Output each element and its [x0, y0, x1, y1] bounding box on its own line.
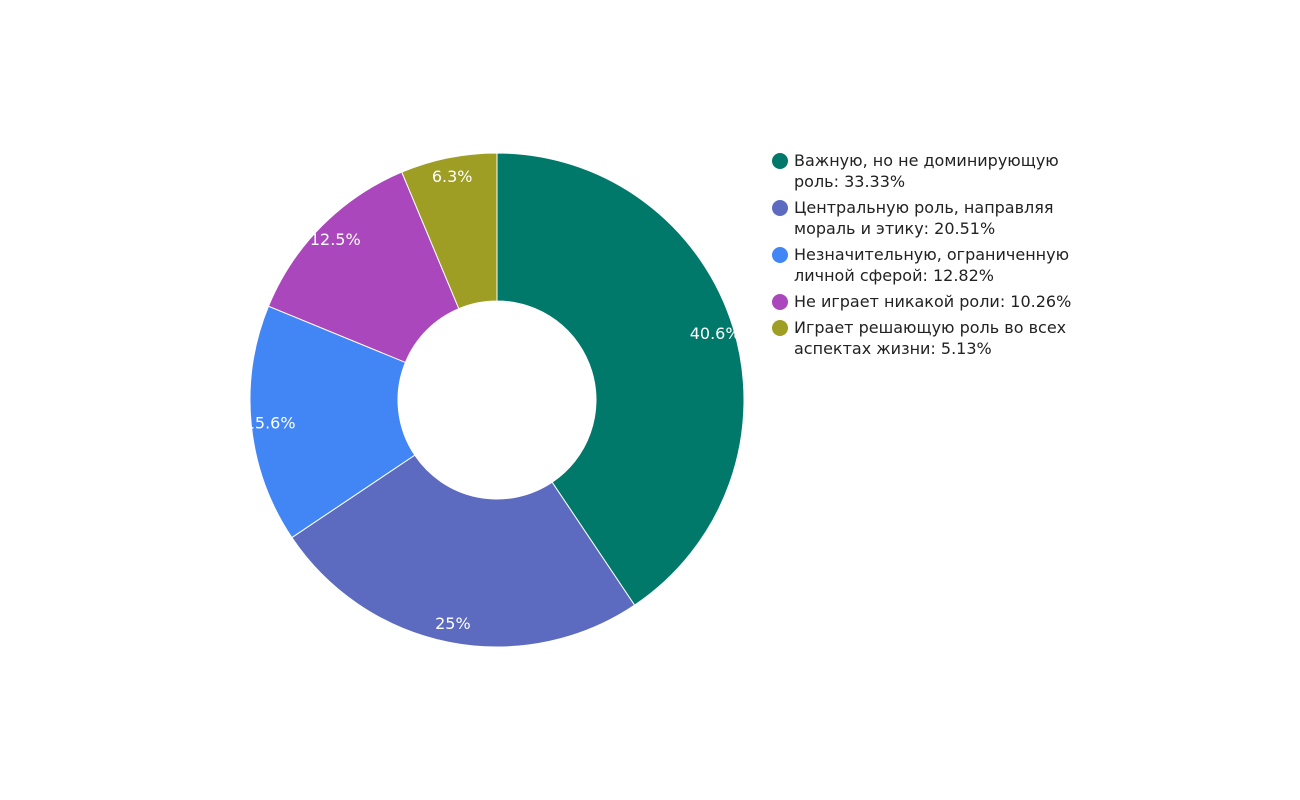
legend-item[interactable]: Незначительную, ограниченную личной сфер…: [772, 244, 1092, 286]
donut-slice[interactable]: [267, 171, 460, 364]
slice-data-label: 12.5%: [310, 230, 361, 249]
legend-item[interactable]: Не играет никакой роли: 10.26%: [772, 291, 1092, 312]
chart-legend: Важную, но не доминирующую роль: 33.33% …: [772, 150, 1092, 364]
donut-slice[interactable]: [496, 152, 745, 606]
legend-marker: [772, 153, 788, 169]
donut-slice[interactable]: [401, 152, 498, 310]
legend-item[interactable]: Важную, но не доминирующую роль: 33.33%: [772, 150, 1092, 192]
donut-slice[interactable]: [291, 454, 636, 648]
slice-data-label: 25%: [435, 614, 471, 633]
legend-label: Важную, но не доминирующую роль: 33.33%: [794, 151, 1059, 191]
legend-item[interactable]: Играет решающую роль во всех аспектах жи…: [772, 317, 1092, 359]
legend-label: Играет решающую роль во всех аспектах жи…: [794, 318, 1067, 358]
legend-item[interactable]: Центральную роль, направляя мораль и эти…: [772, 197, 1092, 239]
legend-label: Не играет никакой роли: 10.26%: [794, 292, 1072, 311]
slice-data-label: 40.6%: [690, 324, 741, 343]
legend-marker: [772, 200, 788, 216]
slice-data-label: 6.3%: [432, 167, 473, 186]
legend-marker: [772, 294, 788, 310]
legend-label: Незначительную, ограниченную личной сфер…: [794, 245, 1070, 285]
slice-data-label: 15.6%: [245, 413, 296, 432]
legend-marker: [772, 247, 788, 263]
legend-marker: [772, 320, 788, 336]
legend-label: Центральную роль, направляя мораль и эти…: [794, 198, 1054, 238]
donut-slice[interactable]: [249, 305, 416, 539]
